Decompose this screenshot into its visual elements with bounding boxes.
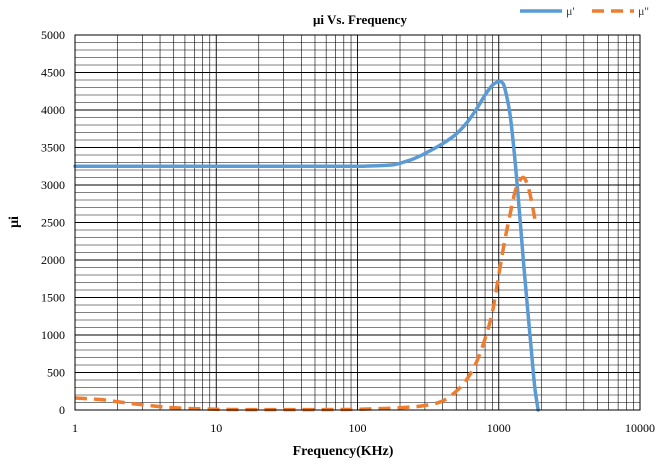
chart-legend: μ' μ'': [520, 4, 649, 18]
x-tick-label: 10000: [625, 421, 655, 435]
legend-label-mu-double-prime: μ'': [638, 4, 649, 18]
x-tick-label: 1000: [487, 421, 511, 435]
x-tick-label: 1: [72, 421, 78, 435]
y-tick-label: 0: [59, 403, 65, 417]
y-tick-label: 1000: [41, 328, 65, 342]
legend-label-mu-prime: μ': [566, 4, 575, 18]
tick-labels: 1 10 100 1000 10000 0 500 1000 1500 2000 2500 3000 3…: [41, 28, 655, 435]
y-axis-title: μi: [7, 216, 22, 228]
y-tick-label: 1500: [41, 291, 65, 305]
series-line-mu-prime: [73, 79, 540, 412]
y-tick-label: 5000: [41, 28, 65, 42]
y-tick-label: 3000: [41, 178, 65, 192]
plot-area-border: [74, 34, 641, 411]
x-tick-label: 10: [210, 421, 222, 435]
series-lines: [73, 79, 540, 412]
x-tick-label: 100: [349, 421, 367, 435]
grid-lines: [75, 35, 640, 410]
y-tick-label: 4500: [41, 66, 65, 80]
y-tick-label: 2000: [41, 253, 65, 267]
chart-title: μi Vs. Frequency: [313, 12, 407, 27]
x-axis-title: Frequency(KHz): [293, 444, 394, 459]
y-tick-label: 500: [47, 366, 65, 380]
series-line-mu-double-prime: [74, 175, 537, 412]
y-tick-label: 2500: [41, 216, 65, 230]
y-tick-label: 3500: [41, 141, 65, 155]
y-tick-label: 4000: [41, 103, 65, 117]
